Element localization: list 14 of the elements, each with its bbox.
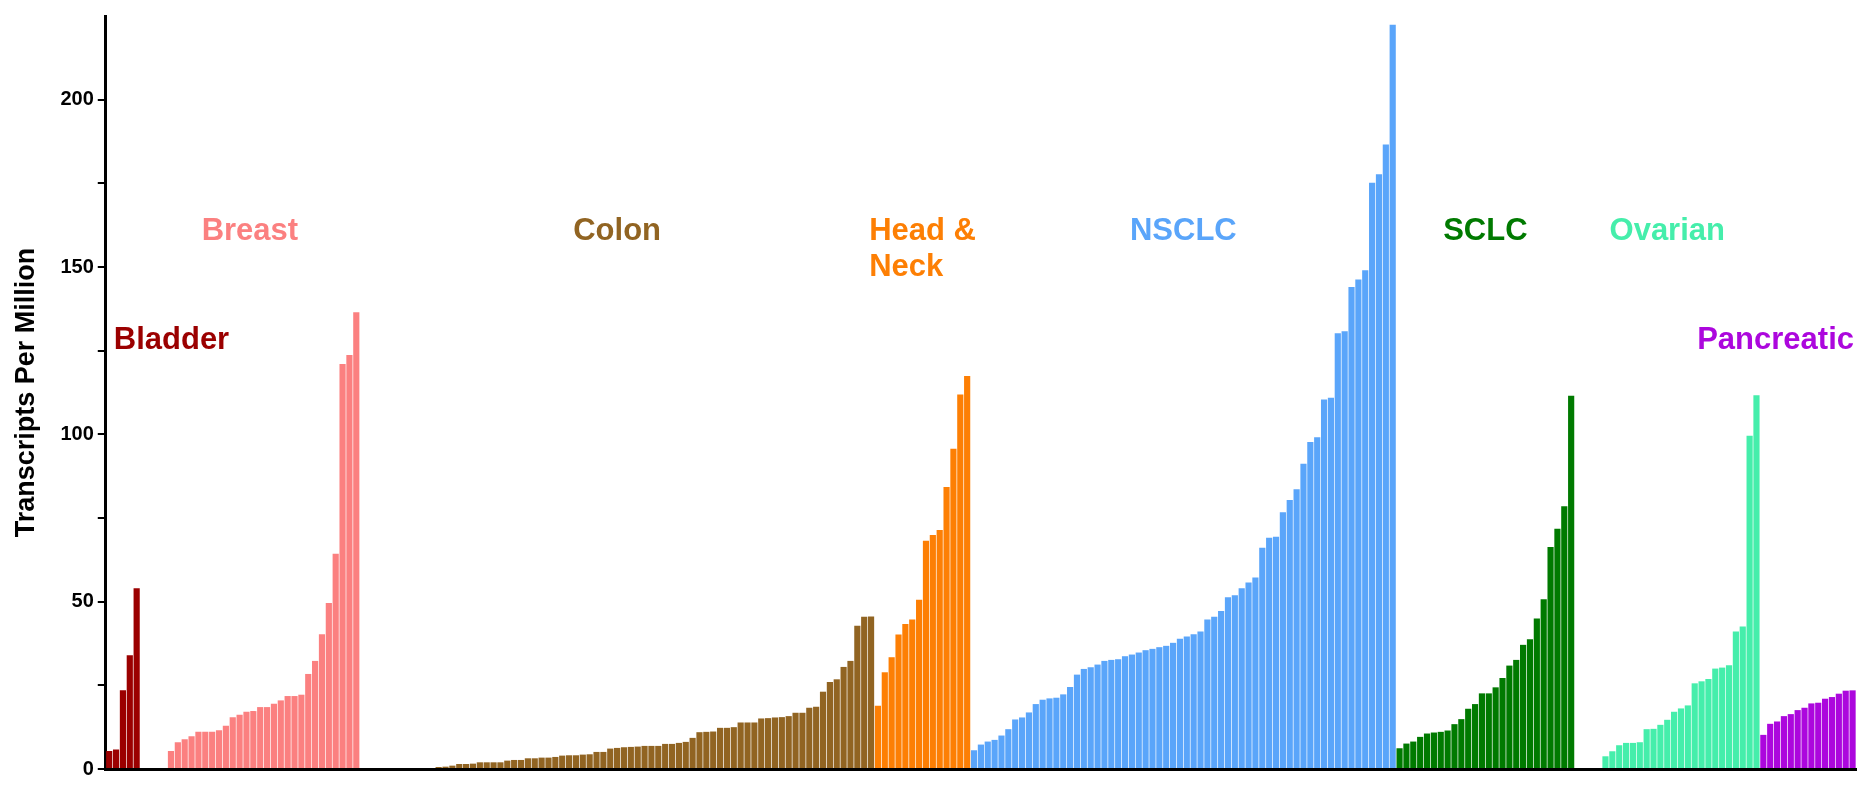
y-tick-label: 0 <box>82 756 94 779</box>
text: Head & Neck <box>869 211 976 283</box>
text: SCLC <box>1443 211 1528 247</box>
y-tick-label: 200 <box>60 87 94 110</box>
y-axis-title: Transcripts Per Million <box>9 247 40 538</box>
text: Colon <box>573 211 662 247</box>
text: NSCLC <box>1129 211 1237 247</box>
text: Bladder <box>113 320 230 356</box>
text: Breast <box>201 211 299 247</box>
text: Ovarian <box>1609 211 1725 247</box>
y-tick-label: 100 <box>60 421 94 444</box>
text: Pancreatic <box>1697 320 1855 356</box>
y-tick-label: 150 <box>60 254 94 277</box>
y-tick-label: 50 <box>71 589 94 612</box>
